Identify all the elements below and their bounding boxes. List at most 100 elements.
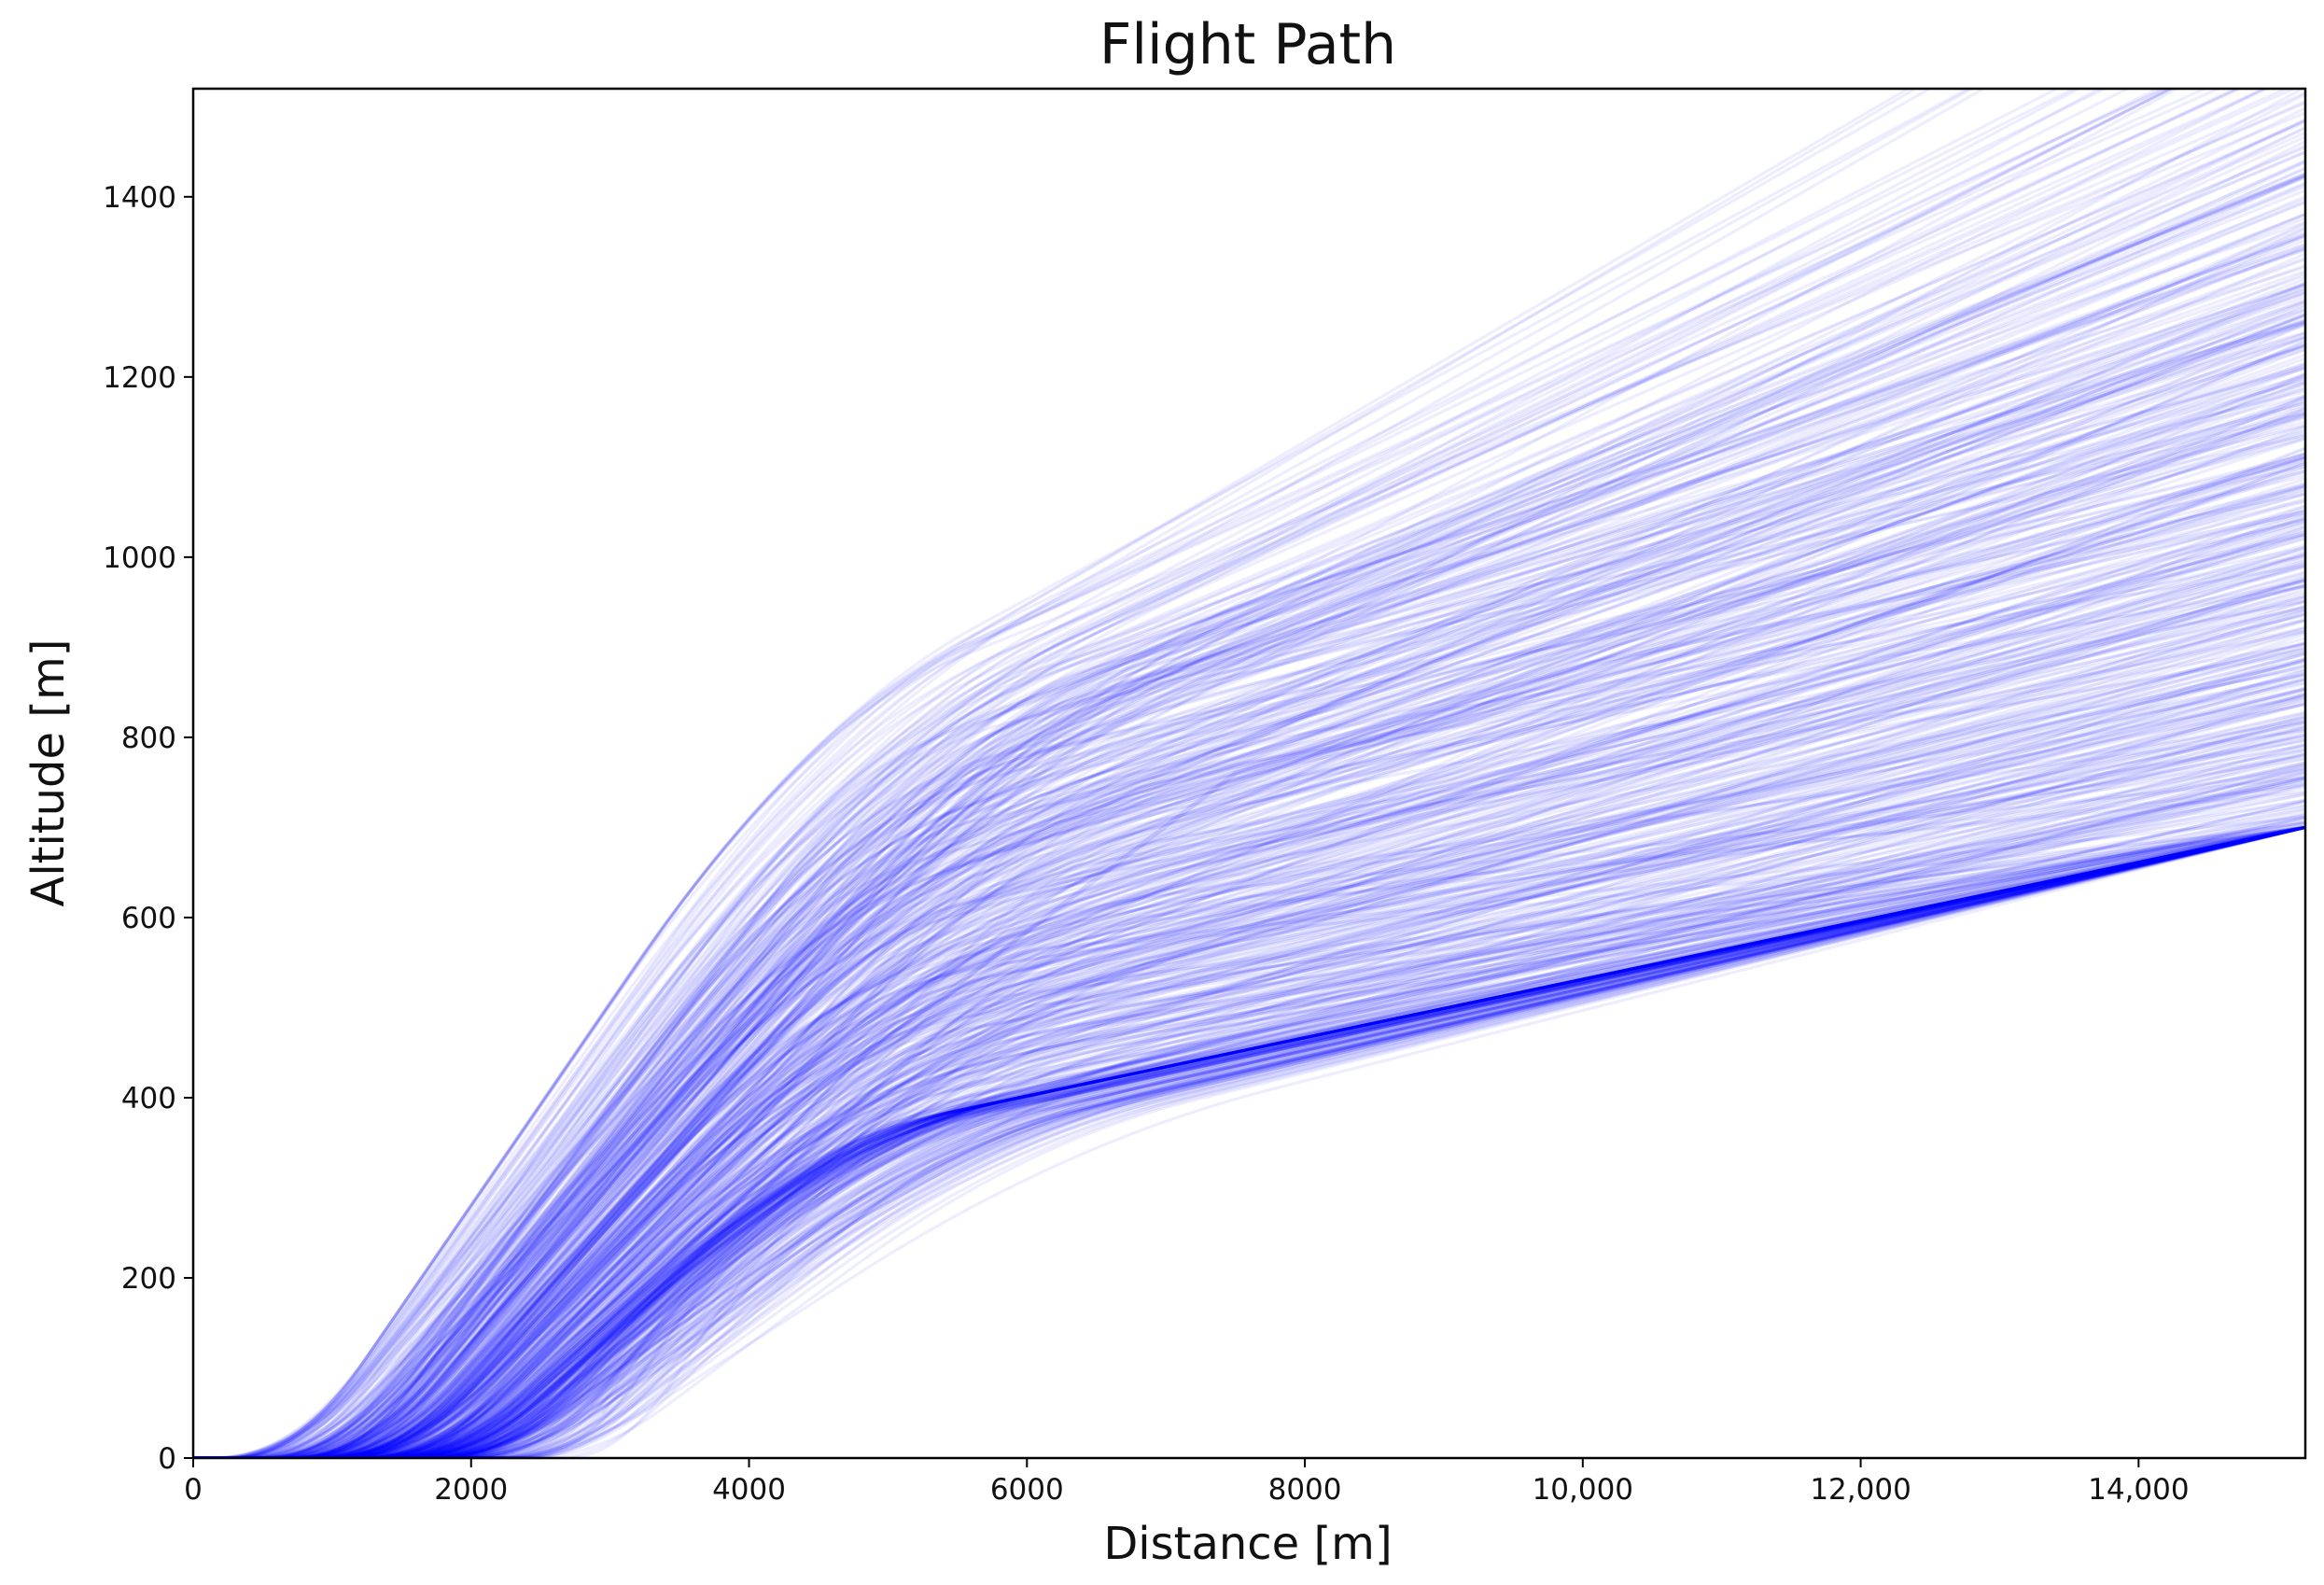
trajectory-line (193, 712, 2305, 1458)
trajectory-line (193, 800, 2305, 1458)
trajectory-line (193, 774, 2305, 1458)
trajectory-line (193, 825, 2305, 1458)
trajectory-line (193, 367, 2305, 1458)
trajectory-line (193, 825, 2305, 1458)
trajectory-line (193, 687, 2305, 1458)
trajectory-line (193, 825, 2305, 1458)
trajectory-line (193, 599, 2305, 1458)
trajectory-line (193, 456, 2305, 1458)
trajectory-line (193, 768, 2305, 1458)
trajectory-line (193, 414, 2305, 1458)
trajectory-line (193, 336, 2305, 1458)
trajectory-line (193, 674, 2305, 1458)
x-tick-label: 2000 (434, 1473, 508, 1507)
trajectory-line (193, 320, 2305, 1458)
trajectory-line (193, 238, 2305, 1458)
trajectory-line (193, 825, 2305, 1458)
trajectory-line (193, 560, 2305, 1458)
trajectory-line (193, 630, 2305, 1458)
trajectory-line (193, 825, 2305, 1458)
trajectory-line (193, 313, 2305, 1458)
trajectory-line (193, 680, 2305, 1458)
trajectory-line (193, 671, 2305, 1458)
trajectory-line (193, 820, 2305, 1458)
trajectory-line (193, 598, 2305, 1458)
trajectory-line (193, 383, 2305, 1458)
trajectory-line (193, 822, 2305, 1458)
trajectory-line (193, 824, 2305, 1458)
trajectory-line (193, 815, 2305, 1458)
trajectory-line (193, 174, 2305, 1458)
trajectory-line (193, 825, 2305, 1458)
trajectory-line (193, 404, 2305, 1458)
trajectory-line (193, 825, 2305, 1458)
trajectory-line (193, 386, 2305, 1458)
trajectory-line (193, 407, 2305, 1458)
trajectory-line (193, 575, 2305, 1458)
trajectory-line (193, 825, 2305, 1458)
trajectory-line (193, 770, 2305, 1458)
trajectory-line (193, 89, 2061, 1458)
trajectory-line (193, 331, 2305, 1458)
trajectory-line (193, 765, 2305, 1458)
trajectory-line (193, 423, 2305, 1458)
y-tick-label: 600 (121, 902, 176, 935)
trajectory-line (193, 281, 2305, 1458)
trajectory-line (193, 474, 2305, 1458)
trajectory-line (193, 766, 2305, 1458)
trajectory-line (193, 695, 2305, 1458)
trajectory-line (193, 724, 2305, 1458)
trajectory-line (193, 319, 2305, 1458)
trajectory-line (193, 394, 2305, 1458)
trajectory-line (193, 825, 2305, 1458)
trajectory-line (193, 372, 2305, 1458)
trajectory-line (193, 435, 2305, 1458)
trajectory-line (193, 825, 2305, 1458)
trajectory-line (193, 231, 2305, 1458)
y-tick-label: 1000 (103, 541, 176, 575)
trajectory-line (193, 226, 2305, 1458)
trajectory-line (193, 825, 2305, 1458)
trajectory-line (193, 596, 2305, 1458)
trajectory-line (193, 584, 2305, 1458)
trajectory-line (193, 825, 2305, 1458)
trajectory-line (193, 504, 2305, 1458)
trajectory-line (193, 521, 2305, 1458)
trajectory-line (193, 825, 2305, 1458)
trajectory-line (193, 761, 2305, 1458)
trajectory-line (193, 220, 2305, 1458)
trajectory-line (193, 481, 2305, 1458)
trajectory-line (193, 816, 2305, 1458)
trajectory-line (193, 702, 2305, 1458)
trajectory-line (193, 282, 2305, 1458)
trajectory-line (193, 400, 2305, 1458)
y-tick-label: 0 (158, 1442, 176, 1476)
trajectory-line (193, 175, 2305, 1458)
x-tick-label: 8000 (1268, 1473, 1342, 1507)
trajectory-line (193, 484, 2305, 1458)
trajectory-line (193, 344, 2305, 1458)
trajectory-line (193, 288, 2305, 1458)
trajectory-line (193, 89, 2108, 1458)
trajectory-line (193, 825, 2305, 1458)
trajectory-line (193, 307, 2305, 1458)
trajectory-line (193, 608, 2305, 1458)
trajectory-line (193, 825, 2305, 1458)
trajectory-line (193, 825, 2305, 1458)
trajectory-line (193, 323, 2305, 1458)
trajectory-line (193, 825, 2305, 1458)
trajectory-line (193, 825, 2305, 1458)
trajectory-line (193, 825, 2305, 1458)
trajectory-line (193, 283, 2305, 1458)
trajectory-line (193, 106, 2305, 1458)
trajectory-line (193, 725, 2305, 1458)
trajectory-line (193, 764, 2305, 1458)
trajectory-line (193, 825, 2305, 1458)
trajectory-line (193, 658, 2305, 1458)
trajectory-line (193, 825, 2305, 1458)
trajectory-line (193, 673, 2305, 1458)
x-axis-label: Distance [m] (1103, 1518, 1392, 1570)
trajectory-line (193, 89, 2176, 1458)
trajectory-line (193, 484, 2305, 1458)
trajectory-line (193, 752, 2305, 1458)
